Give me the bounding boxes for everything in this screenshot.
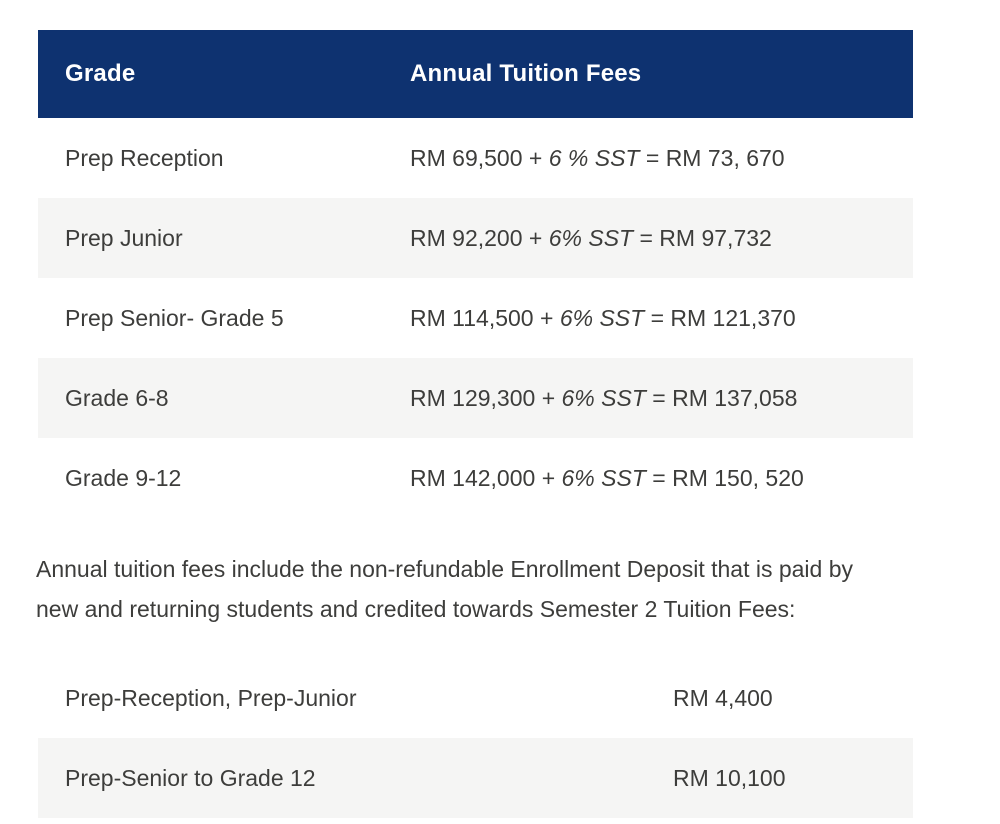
deposit-note-line-2: new and returning students and credited … bbox=[36, 596, 796, 622]
deposit-label-cell: Prep-Reception, Prep-Junior bbox=[65, 684, 357, 711]
fee-cell: RM 114,500 + 6% SST = RM 121,370 bbox=[410, 305, 913, 332]
fee-cell: RM 69,500 + 6 % SST = RM 73, 670 bbox=[410, 145, 913, 172]
fee-base: RM 142,000 + bbox=[410, 464, 562, 491]
table-row: Prep Reception RM 69,500 + 6 % SST = RM … bbox=[38, 118, 913, 198]
tuition-table-header: Grade Annual Tuition Fees bbox=[38, 30, 913, 118]
fee-total: = RM 150, 520 bbox=[645, 464, 804, 491]
fee-total: = RM 137,058 bbox=[645, 384, 798, 411]
header-annual-tuition-fees: Annual Tuition Fees bbox=[410, 60, 642, 87]
tuition-table: Grade Annual Tuition Fees Prep Reception… bbox=[38, 30, 913, 518]
deposit-amount-cell: RM 4,400 bbox=[673, 684, 773, 711]
fee-sst: 6% SST bbox=[561, 384, 646, 411]
fee-cell: RM 129,300 + 6% SST = RM 137,058 bbox=[410, 385, 913, 412]
fee-base: RM 92,200 + bbox=[410, 224, 549, 251]
table-row: Grade 9-12 RM 142,000 + 6% SST = RM 150,… bbox=[38, 438, 913, 518]
fee-base: RM 69,500 + bbox=[410, 144, 549, 171]
fee-sst: 6% SST bbox=[548, 224, 634, 251]
table-row: Prep Junior RM 92,200 + 6% SST = RM 97,7… bbox=[38, 198, 913, 278]
fee-total: = RM 97,732 bbox=[633, 224, 772, 251]
grade-cell: Prep Senior- Grade 5 bbox=[65, 304, 284, 331]
table-row: Prep-Reception, Prep-Junior RM 4,400 bbox=[38, 658, 913, 738]
grade-cell: Prep Reception bbox=[65, 144, 224, 171]
deposit-amount-cell: RM 10,100 bbox=[673, 764, 786, 791]
fee-sst: 6% SST bbox=[561, 464, 646, 491]
fee-total: = RM 121,370 bbox=[644, 304, 796, 331]
grade-cell: Grade 6-8 bbox=[65, 384, 169, 411]
deposit-label-cell: Prep-Senior to Grade 12 bbox=[65, 764, 316, 791]
fee-sst: 6 % SST bbox=[548, 144, 640, 171]
fee-base: RM 114,500 + bbox=[410, 304, 560, 331]
fee-cell: RM 142,000 + 6% SST = RM 150, 520 bbox=[410, 465, 913, 492]
deposit-note-line-1: Annual tuition fees include the non-refu… bbox=[36, 556, 854, 582]
table-row: Grade 6-8 RM 129,300 + 6% SST = RM 137,0… bbox=[38, 358, 913, 438]
deposit-table: Prep-Reception, Prep-Junior RM 4,400 Pre… bbox=[38, 658, 913, 818]
fee-sst: 6% SST bbox=[559, 304, 645, 331]
fee-total: = RM 73, 670 bbox=[639, 144, 785, 171]
grade-cell: Prep Junior bbox=[65, 224, 183, 251]
fee-cell: RM 92,200 + 6% SST = RM 97,732 bbox=[410, 225, 913, 252]
table-row: Prep-Senior to Grade 12 RM 10,100 bbox=[38, 738, 913, 818]
grade-cell: Grade 9-12 bbox=[65, 464, 182, 491]
deposit-note: Annual tuition fees include the non-refu… bbox=[36, 549, 991, 629]
header-grade: Grade bbox=[65, 60, 136, 87]
fee-base: RM 129,300 + bbox=[410, 384, 562, 411]
table-row: Prep Senior- Grade 5 RM 114,500 + 6% SST… bbox=[38, 278, 913, 358]
